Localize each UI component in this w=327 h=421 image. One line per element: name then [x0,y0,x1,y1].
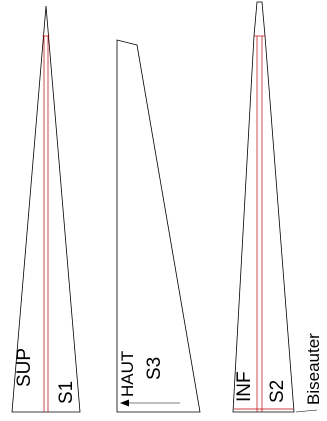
piece-s3-outline [116,39,201,413]
bevel-note-label: Biseauter [304,333,323,405]
piece-s2-outline [232,1,295,413]
piece-s2-name-label: S2 [267,380,288,403]
piece-s3-name-label: S3 [144,357,165,380]
piece-s3-direction-label: HAUT [118,351,137,397]
bevel-note-leader [295,409,318,413]
piece-s1-face-label: SUP [14,348,35,387]
piece-s1-outline [11,5,81,413]
piece-s1-name-label: S1 [56,381,77,404]
arrowhead-icon [120,399,129,407]
piece-s3: HAUT S3 [116,39,201,413]
bevel-note: Biseauter [295,333,323,413]
piece-s2: INF S2 [232,1,295,413]
piece-s2-face-label: INF [234,371,255,402]
piece-s1: SUP S1 [11,5,81,413]
